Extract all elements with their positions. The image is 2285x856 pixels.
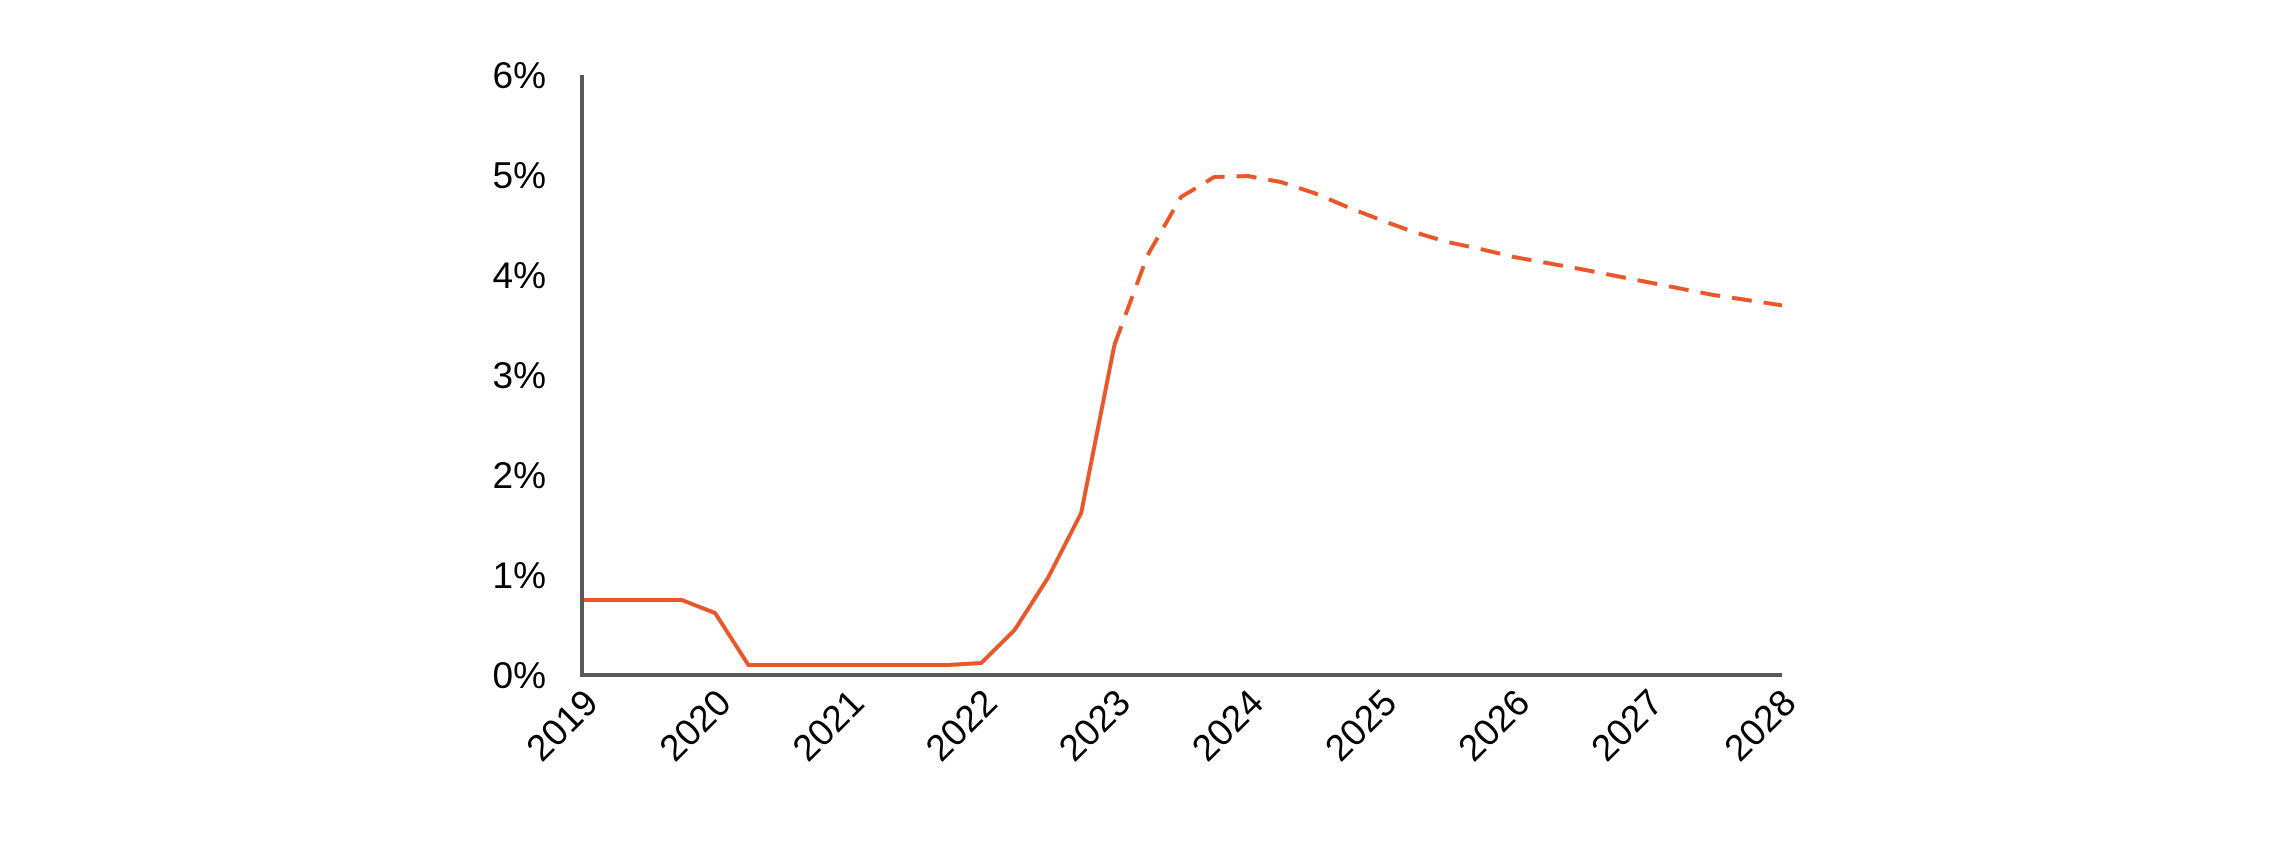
x-tick-label: 2020 <box>652 682 739 769</box>
y-tick-labels: 0% 1% 2% 3% 4% 5% 6% <box>493 55 546 696</box>
x-tick-label: 2027 <box>1583 682 1670 769</box>
y-tick-label: 0% <box>493 655 546 696</box>
y-tick-label: 2% <box>493 455 546 496</box>
y-tick-label: 3% <box>493 355 546 396</box>
x-tick-labels: 2019 2020 2021 2022 2023 2024 2025 2026 2027 2028 <box>518 682 1803 769</box>
series-line-dashed <box>1112 174 1782 346</box>
x-tick-label: 2021 <box>785 682 872 769</box>
x-tick-label: 2026 <box>1450 682 1537 769</box>
x-tick-label: 2022 <box>918 682 1005 769</box>
x-tick-label: 2023 <box>1051 682 1138 769</box>
x-tick-label: 2028 <box>1716 682 1803 769</box>
y-tick-label: 4% <box>493 255 546 296</box>
y-tick-label: 5% <box>493 155 546 196</box>
x-tick-label: 2024 <box>1184 682 1271 769</box>
y-tick-label: 1% <box>493 555 546 596</box>
series-layer <box>582 174 1782 667</box>
series-line-solid <box>582 344 1117 667</box>
y-tick-label: 6% <box>493 55 546 96</box>
x-tick-label: 2025 <box>1317 682 1404 769</box>
